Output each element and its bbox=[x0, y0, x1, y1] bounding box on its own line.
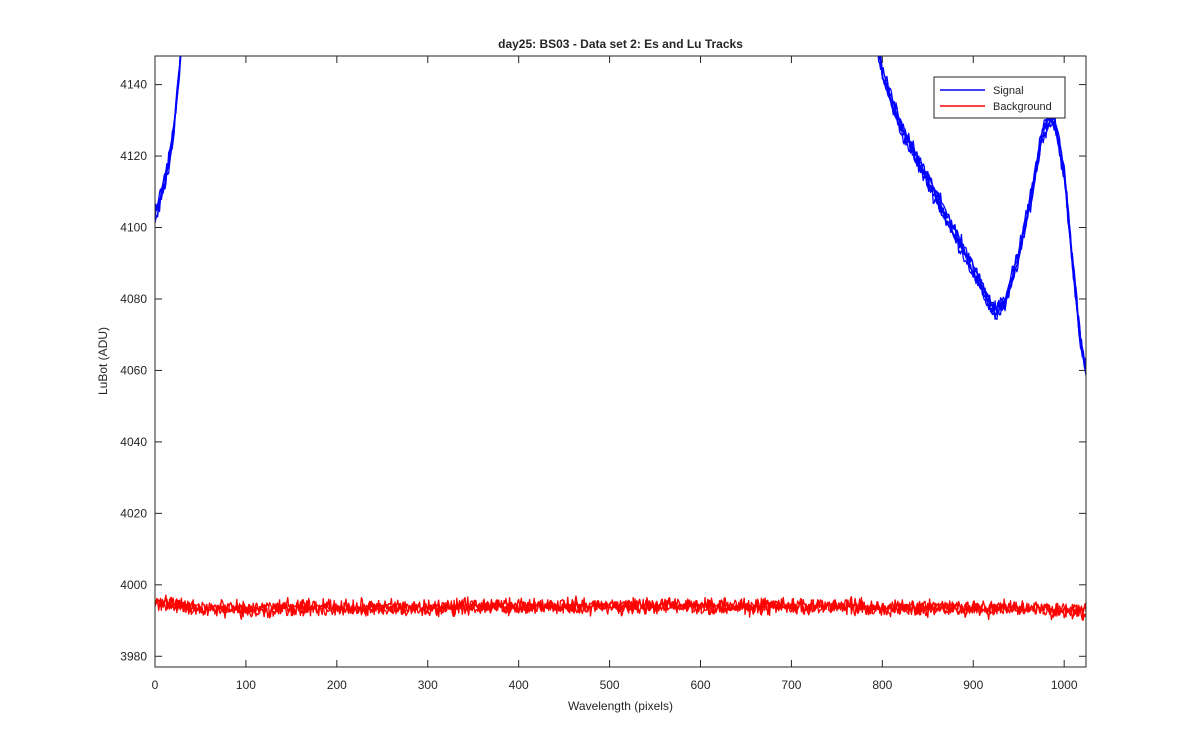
x-tick-label: 300 bbox=[418, 678, 438, 692]
y-tick-label: 4000 bbox=[120, 578, 147, 592]
signal-track-4-segment-0 bbox=[155, 56, 181, 217]
y-tick-label: 4120 bbox=[120, 149, 147, 163]
chart-title: day25: BS03 - Data set 2: Es and Lu Trac… bbox=[498, 37, 743, 51]
signal-track-2-segment-1 bbox=[879, 56, 1086, 366]
x-tick-label: 900 bbox=[963, 678, 983, 692]
legend-signal-label: Signal bbox=[993, 85, 1024, 97]
signal-track-3-segment-0 bbox=[155, 56, 182, 218]
legend-box bbox=[933, 76, 1066, 119]
x-tick-label: 0 bbox=[152, 678, 159, 692]
y-tick-label: 4020 bbox=[120, 506, 147, 520]
y-tick-label: 4040 bbox=[120, 435, 147, 449]
x-tick-label: 400 bbox=[509, 678, 529, 692]
y-tick-label: 3980 bbox=[120, 649, 147, 663]
signal-track-4-segment-1 bbox=[880, 56, 1086, 361]
y-tick-label: 4060 bbox=[120, 363, 147, 377]
x-tick-label: 1000 bbox=[1051, 678, 1078, 692]
signal-track-3-segment-1 bbox=[878, 56, 1086, 372]
x-tick-label: 700 bbox=[781, 678, 801, 692]
legend: Signal Background bbox=[933, 76, 1066, 119]
x-axis-label: Wavelength (pixels) bbox=[568, 699, 673, 713]
axes: 0 100 200 300 400 500 600 700 800 900 1000 3980 4000… bbox=[120, 55, 1087, 692]
x-tick-label: 600 bbox=[690, 678, 710, 692]
axes-box bbox=[154, 55, 1087, 668]
signal-track-2-segment-0 bbox=[155, 56, 181, 220]
signal-track-0-segment-0 bbox=[155, 56, 182, 217]
x-tick-label: 100 bbox=[236, 678, 256, 692]
x-tick-label: 500 bbox=[600, 678, 620, 692]
legend-background-label: Background bbox=[993, 101, 1052, 113]
y-tick-label: 4140 bbox=[120, 78, 147, 92]
y-tick-label: 4080 bbox=[120, 292, 147, 306]
background-track-2-segment-0 bbox=[155, 597, 1086, 621]
y-tick-label: 4100 bbox=[120, 221, 147, 235]
x-tick-label: 200 bbox=[327, 678, 347, 692]
x-tick-label: 800 bbox=[872, 678, 892, 692]
y-axis-label: LuBot (ADU) bbox=[96, 327, 110, 395]
